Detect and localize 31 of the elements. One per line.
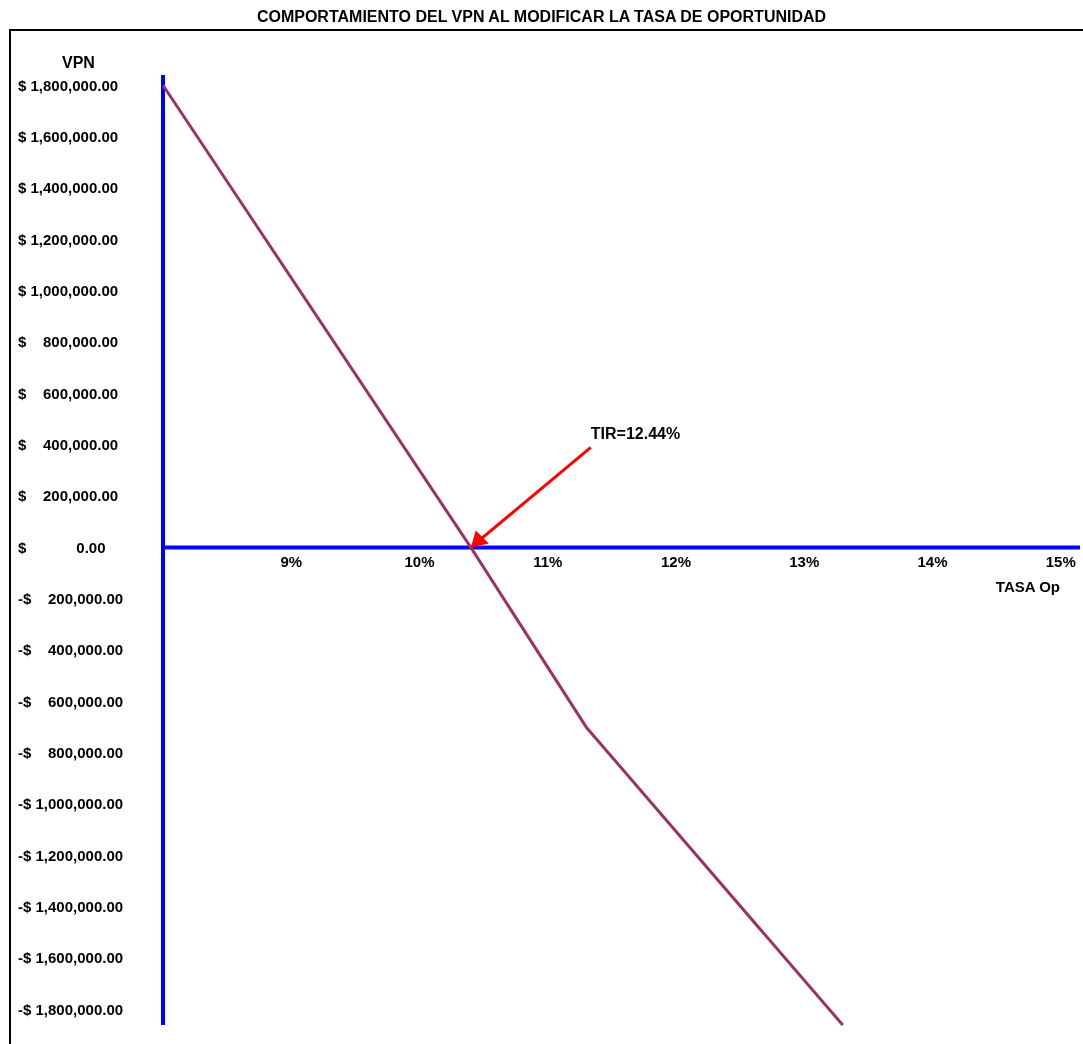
y-tick-label: -$ 1,200,000.00: [18, 846, 124, 864]
y-tick-label: -$ 400,000.00: [18, 641, 124, 659]
y-tick-label: $ 1,600,000.00: [18, 127, 119, 145]
y-tick-label: $ 1,000,000.00: [18, 281, 119, 299]
y-tick-label: -$ 600,000.00: [18, 692, 124, 710]
y-tick-label: $ 800,000.00: [18, 333, 119, 351]
x-tick-label: 11%: [533, 553, 563, 571]
x-tick-label: 12%: [660, 553, 692, 571]
y-tick-label: $ 1,200,000.00: [18, 230, 119, 248]
y-axis-title: VPN: [62, 54, 95, 71]
annotation: TIR=12.44%: [590, 425, 681, 443]
x-tick-label: 9%: [280, 553, 303, 571]
line-series: [161, 83, 845, 1027]
x-tick-label: 10%: [404, 553, 435, 571]
y-tick-label: $ 1,400,000.00: [18, 179, 119, 197]
y-tick-label: -$ 1,000,000.00: [18, 795, 124, 813]
y-tick-label: $ 200,000.00: [18, 487, 119, 505]
y-tick-label: $ 0.00: [18, 538, 106, 556]
y-tick-label: -$ 1,400,000.00: [18, 898, 124, 916]
y-tick-label: $ 400,000.00: [18, 435, 119, 453]
y-tick-label: -$ 1,600,000.00: [18, 949, 124, 967]
y-tick-label: $ 600,000.00: [18, 384, 119, 402]
y-tick-label: $ 1,800,000.00: [18, 76, 119, 94]
x-tick-label: 15%: [1045, 553, 1076, 571]
chart-title: COMPORTAMIENTO DEL VPN AL MODIFICAR LA TASA DE OPORTUNIDAD: [256, 8, 827, 25]
y-tick-label: -$ 1,800,000.00: [18, 1000, 124, 1018]
x-tick-label: 13%: [789, 553, 820, 571]
x-tick-label: 14%: [917, 553, 948, 571]
y-tick-label: -$ 800,000.00: [18, 744, 124, 762]
y-tick-label: -$ 200,000.00: [18, 590, 124, 608]
x-axis-title: TASA Op: [995, 578, 1060, 596]
